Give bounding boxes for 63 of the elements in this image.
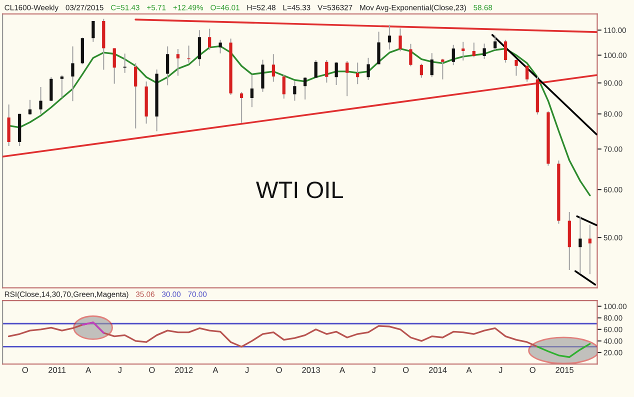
x-tick-label: J	[118, 367, 122, 373]
x-tick-label: J	[372, 367, 376, 373]
candlestick	[60, 74, 64, 98]
candlestick	[71, 46, 74, 102]
x-tick-label: A	[212, 367, 218, 373]
candlestick	[504, 39, 508, 64]
x-tick-label: J	[498, 367, 502, 373]
candlestick	[578, 216, 582, 274]
x-tick-label: O	[276, 367, 282, 373]
x-tick-label: O	[402, 367, 409, 373]
candlestick	[482, 43, 486, 60]
candlestick	[356, 62, 360, 85]
x-tick-label: O	[530, 367, 536, 373]
x-tick-label: A	[340, 367, 346, 373]
candlestick	[472, 42, 476, 58]
candlestick	[514, 58, 518, 76]
candlestick	[366, 57, 370, 81]
candlestick	[112, 48, 116, 84]
x-tick-label: O	[149, 367, 155, 373]
line-series	[536, 343, 591, 358]
candlestick	[377, 31, 380, 65]
candlestick	[208, 28, 212, 50]
candlestick	[420, 63, 424, 78]
candlestick	[494, 35, 497, 51]
candlestick	[441, 58, 444, 80]
text: WTI OIL	[256, 182, 344, 198]
candlestick	[462, 41, 465, 62]
candlestick	[261, 59, 264, 92]
candlestick	[430, 52, 434, 78]
candlestick	[134, 62, 138, 129]
candlestick	[334, 62, 338, 86]
candlestick	[250, 74, 254, 108]
x-tick-label: 2013	[302, 367, 320, 373]
candlestick	[282, 74, 286, 100]
candlestick	[92, 20, 95, 42]
candlestick	[272, 54, 276, 82]
x-tick-label: 2014	[428, 367, 447, 373]
candlestick	[166, 46, 170, 86]
x-tick-label: J	[245, 367, 249, 373]
candlestick	[388, 24, 392, 50]
candlestick	[176, 48, 180, 76]
candlestick	[346, 60, 349, 97]
candlestick	[588, 224, 592, 275]
candlestick	[314, 59, 318, 78]
x-tick-label: A	[86, 367, 92, 373]
candlestick	[525, 64, 529, 82]
x-tick-label: O	[22, 367, 28, 373]
candlestick	[39, 86, 42, 114]
candlestick	[409, 43, 412, 67]
candlestick	[50, 76, 53, 102]
candlestick	[218, 39, 222, 54]
candlestick	[398, 28, 402, 52]
x-tick-label: 2015	[556, 367, 574, 373]
candlestick	[240, 92, 244, 124]
x-tick-label: A	[466, 367, 472, 373]
candlestick	[304, 76, 307, 100]
line-series	[8, 322, 538, 348]
candlestick	[452, 44, 455, 66]
candlestick	[198, 30, 202, 66]
candlestick	[293, 80, 296, 102]
x-tick-label: 2012	[175, 367, 193, 373]
x-tick-label: 2011	[48, 367, 66, 373]
candlestick	[325, 59, 328, 84]
